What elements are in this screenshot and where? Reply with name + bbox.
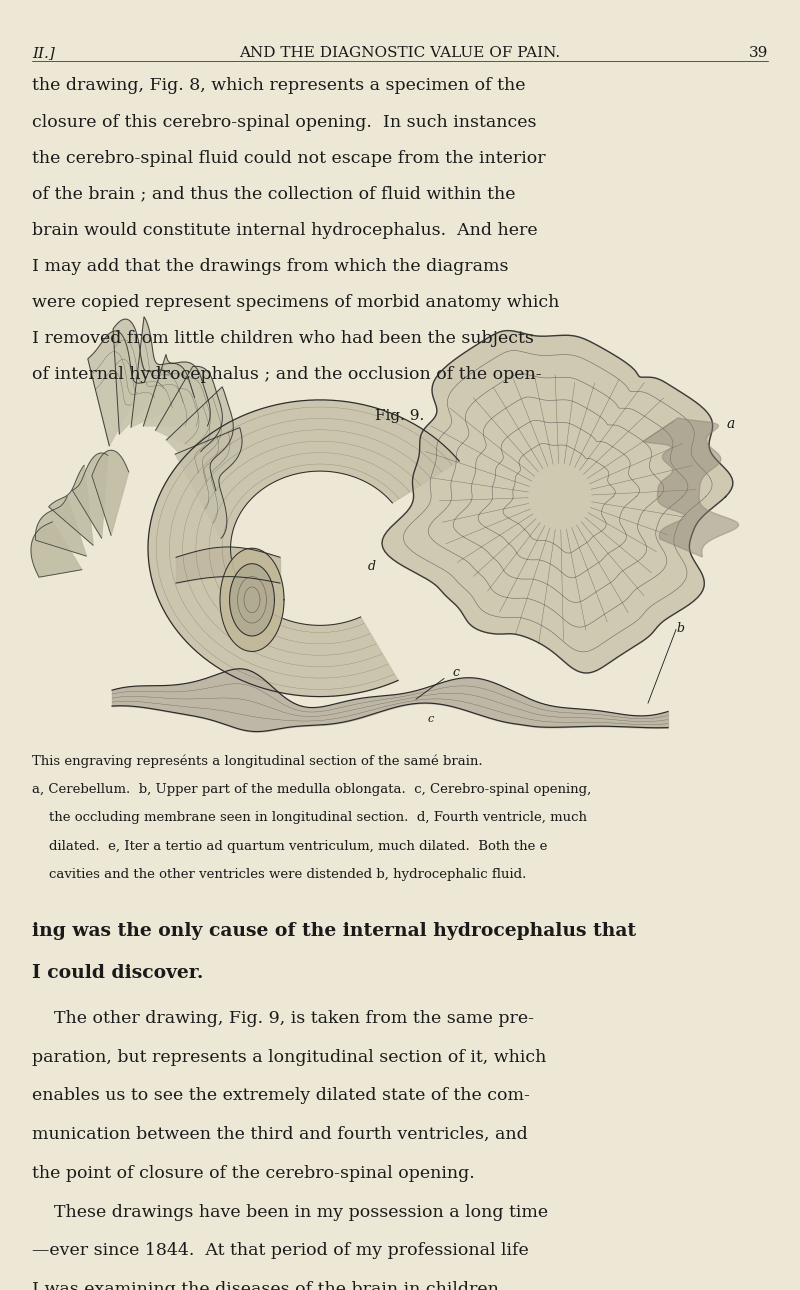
- Text: were copied represent specimens of morbid anatomy which: were copied represent specimens of morbi…: [32, 294, 559, 311]
- Text: I may add that the drawings from which the diagrams: I may add that the drawings from which t…: [32, 258, 509, 275]
- Text: —ever since 1844.  At that period of my professional life: —ever since 1844. At that period of my p…: [32, 1242, 529, 1259]
- Text: the point of closure of the cerebro-spinal opening.: the point of closure of the cerebro-spin…: [32, 1165, 474, 1182]
- Text: b: b: [676, 622, 684, 635]
- Text: I could discover.: I could discover.: [32, 964, 203, 982]
- Text: This engraving represénts a longitudinal section of the samé brain.: This engraving represénts a longitudinal…: [32, 755, 482, 768]
- Polygon shape: [31, 521, 82, 577]
- Polygon shape: [113, 319, 174, 433]
- Polygon shape: [148, 400, 459, 697]
- Text: I removed from little children who had been the subjects: I removed from little children who had b…: [32, 330, 534, 347]
- Polygon shape: [143, 355, 210, 426]
- Polygon shape: [92, 450, 129, 535]
- Text: a, Cerebellum.  b, Upper part of the medulla oblongata.  c, Cerebro-spinal openi: a, Cerebellum. b, Upper part of the medu…: [32, 783, 591, 796]
- Text: 39: 39: [749, 46, 768, 61]
- Text: Fig. 9.: Fig. 9.: [375, 409, 425, 423]
- Text: ing was the only cause of the internal hydrocephalus that: ing was the only cause of the internal h…: [32, 922, 636, 940]
- Text: AND THE DIAGNOSTIC VALUE OF PAIN.: AND THE DIAGNOSTIC VALUE OF PAIN.: [239, 46, 561, 61]
- Text: These drawings have been in my possession a long time: These drawings have been in my possessio…: [32, 1204, 548, 1220]
- Text: dilated.  e, Iter a tertio ad quartum ventriculum, much dilated.  Both the e: dilated. e, Iter a tertio ad quartum ven…: [32, 840, 547, 853]
- Polygon shape: [88, 332, 144, 446]
- Text: closure of this cerebro-spinal opening.  In such instances: closure of this cerebro-spinal opening. …: [32, 114, 537, 130]
- Polygon shape: [382, 330, 733, 673]
- Polygon shape: [642, 418, 738, 557]
- Text: brain would constitute internal hydrocephalus.  And here: brain would constitute internal hydrocep…: [32, 222, 538, 239]
- Text: The other drawing, Fig. 9, is taken from the same pre-: The other drawing, Fig. 9, is taken from…: [32, 1010, 534, 1027]
- Text: cavities and the other ventricles were distended b, hydrocephalic fluid.: cavities and the other ventricles were d…: [32, 868, 526, 881]
- Text: c: c: [428, 715, 434, 725]
- Text: c: c: [452, 666, 459, 679]
- Text: the cerebro-spinal fluid could not escape from the interior: the cerebro-spinal fluid could not escap…: [32, 150, 546, 166]
- Text: II.]: II.]: [32, 46, 55, 61]
- Text: the occluding membrane seen in longitudinal section.  d, Fourth ventricle, much: the occluding membrane seen in longitudi…: [32, 811, 587, 824]
- Polygon shape: [175, 427, 242, 538]
- Polygon shape: [49, 466, 93, 546]
- Polygon shape: [35, 497, 86, 556]
- Polygon shape: [230, 564, 274, 636]
- Text: of internal hydrocephalus ; and the occlusion of the open-: of internal hydrocephalus ; and the occl…: [32, 366, 542, 383]
- Text: paration, but represents a longitudinal section of it, which: paration, but represents a longitudinal …: [32, 1049, 546, 1066]
- Polygon shape: [220, 548, 284, 651]
- Text: munication between the third and fourth ventricles, and: munication between the third and fourth …: [32, 1126, 528, 1143]
- Polygon shape: [72, 453, 108, 538]
- Text: I was examining the diseases of the brain in children.: I was examining the diseases of the brai…: [32, 1281, 504, 1290]
- Polygon shape: [166, 387, 234, 490]
- Text: of the brain ; and thus the collection of fluid within the: of the brain ; and thus the collection o…: [32, 186, 515, 203]
- Text: a: a: [726, 417, 734, 431]
- Polygon shape: [155, 366, 222, 451]
- Text: the drawing, Fig. 8, which represents a specimen of the: the drawing, Fig. 8, which represents a …: [32, 77, 526, 94]
- Text: d: d: [368, 560, 376, 573]
- Text: enables us to see the extremely dilated state of the com-: enables us to see the extremely dilated …: [32, 1087, 530, 1104]
- Polygon shape: [131, 317, 194, 427]
